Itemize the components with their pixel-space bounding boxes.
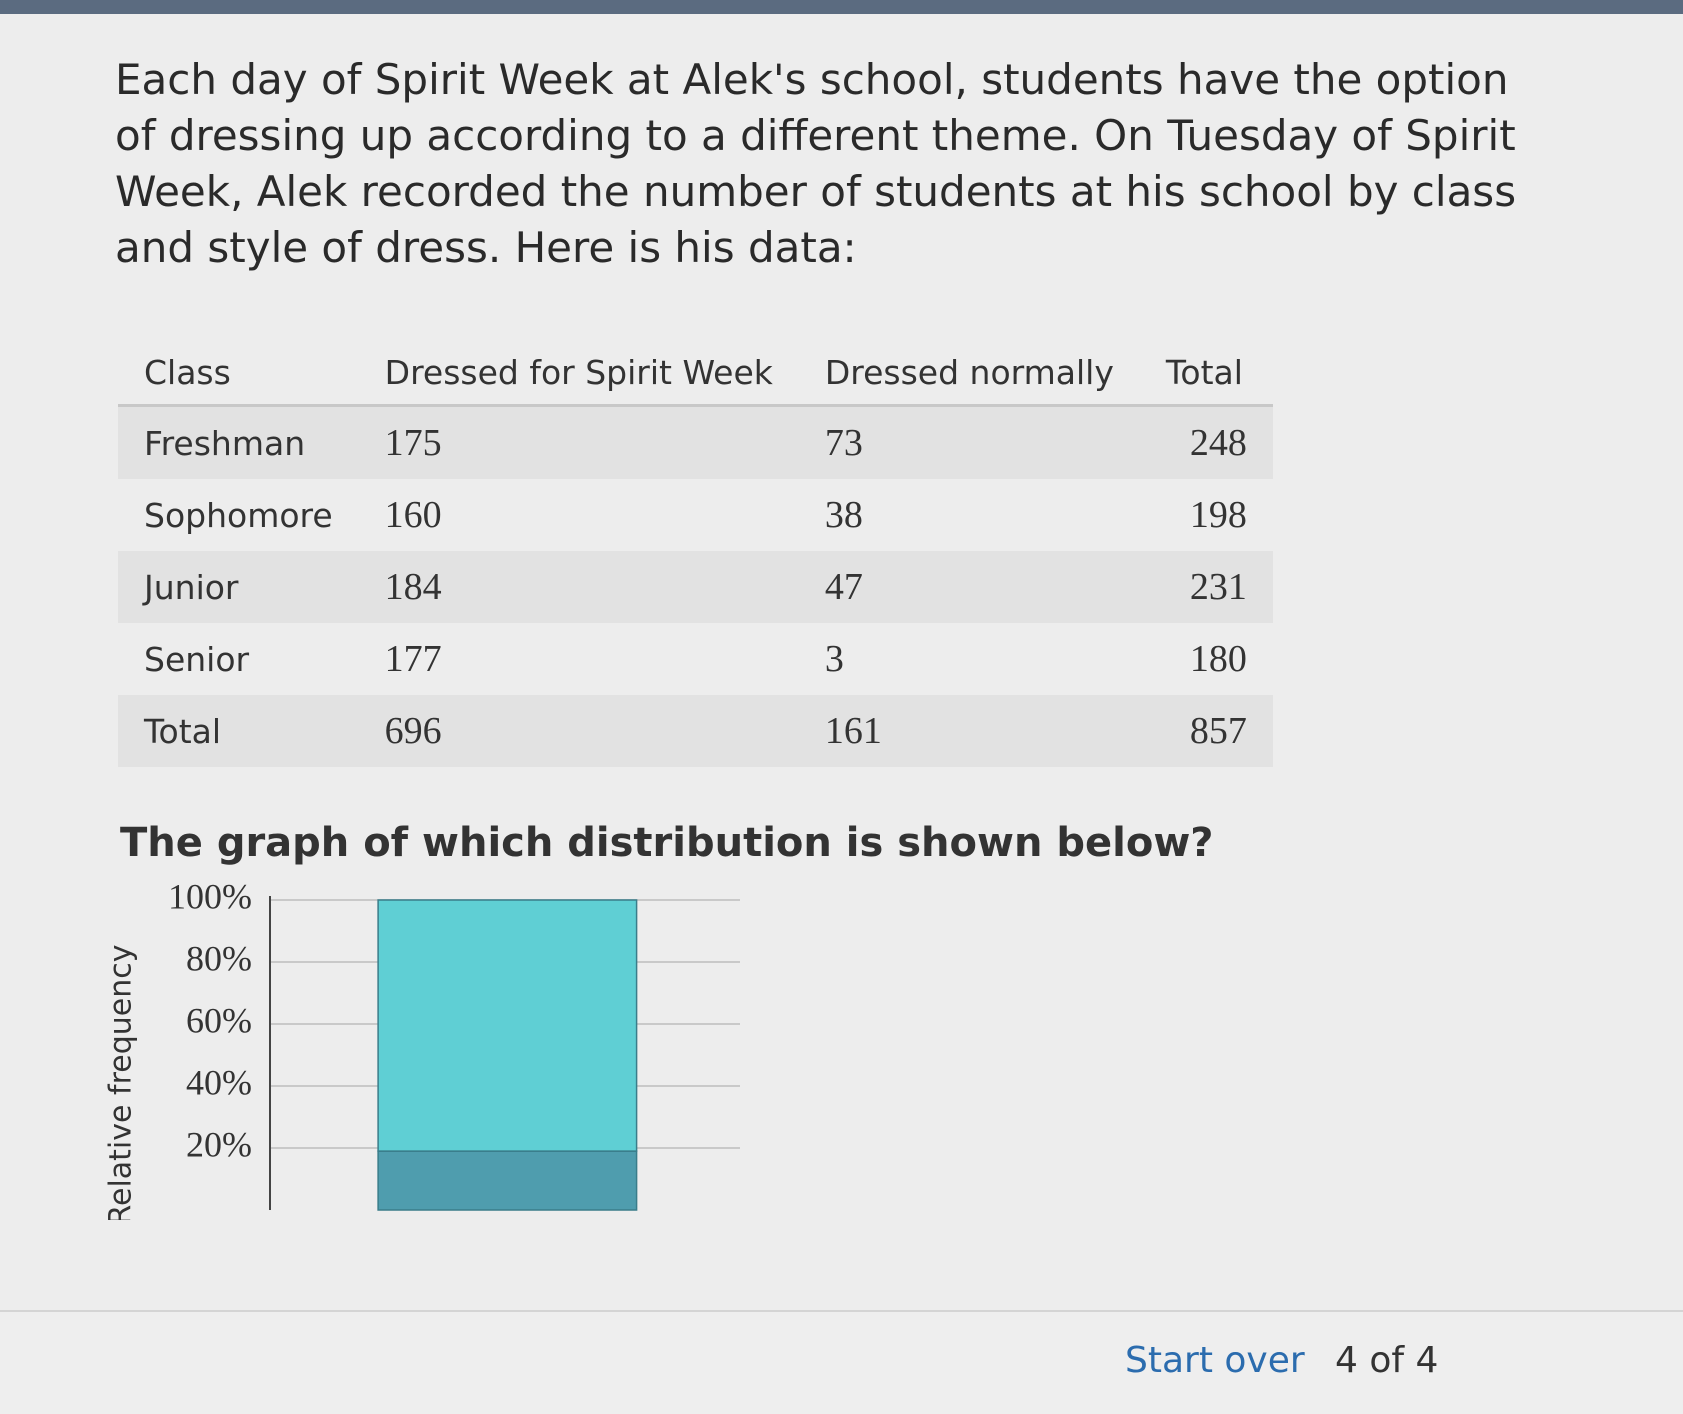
y-tick-label: 20%	[186, 1124, 252, 1164]
table-header: Class Dressed for Spirit Week Dressed norm…	[118, 345, 1273, 407]
table-cell: 38	[824, 494, 863, 536]
table-cell: 198	[1189, 494, 1247, 536]
data-table: Class Dressed for Spirit Week Dressed norm…	[118, 345, 1273, 767]
bar-segment	[377, 1150, 638, 1211]
table-cell: 231	[1139, 551, 1273, 623]
column-header: Total	[1139, 345, 1273, 407]
table-cell: Senior	[144, 639, 250, 679]
table-cell: 3	[824, 638, 844, 680]
table-cell: 160	[384, 494, 442, 536]
chart: 20% 40% 60% 80% 100% Relative frequency	[104, 880, 740, 1221]
table-row: Freshman 175 73 248	[118, 405, 1273, 479]
column-header: Dressed normally	[798, 345, 1140, 407]
prompt: The graph of which distribution is shown…	[120, 820, 1214, 866]
table-cell: Freshman	[118, 405, 359, 479]
table-cell: 175	[358, 405, 799, 479]
table-cell: 184	[358, 551, 799, 623]
y-tick-label: 60%	[186, 1000, 252, 1040]
table-cell: 47	[798, 551, 1140, 623]
table-cell: Sophomore	[144, 495, 333, 535]
table-cell: 696	[358, 695, 799, 767]
table-cell: 73	[798, 405, 1140, 479]
table-row: Total 696 161 857	[118, 695, 1273, 767]
table-row: Senior 177 3 180	[118, 623, 1273, 695]
start-over-link[interactable]: Start over	[1125, 1340, 1305, 1381]
table-cell: Total	[118, 695, 359, 767]
table-row: Junior 184 47 231	[118, 551, 1273, 623]
bar-segment	[377, 899, 638, 1152]
y-axis-label: Relative frequency	[104, 945, 139, 1221]
table-row: Sophomore 160 38 198	[118, 479, 1273, 551]
table-cell: Junior	[118, 551, 359, 623]
table-cell: 248	[1139, 405, 1273, 479]
progress: 4 of 4	[1335, 1340, 1439, 1381]
column-header: Dressed for Spirit Week	[358, 345, 799, 407]
footer: Start over 4 of 4	[0, 1310, 1683, 1414]
top-bar	[0, 0, 1683, 14]
table-cell: 180	[1189, 638, 1247, 680]
question-text: Each day of Spirit Week at Alek's school…	[115, 55, 1517, 272]
y-tick-label: 40%	[186, 1062, 252, 1102]
table-cell: 857	[1139, 695, 1273, 767]
table-cell: 177	[384, 638, 442, 680]
column-header: Class	[118, 345, 359, 407]
y-tick-label: 80%	[186, 938, 252, 978]
y-tick-label: 100%	[168, 880, 252, 916]
table-cell: 161	[798, 695, 1140, 767]
